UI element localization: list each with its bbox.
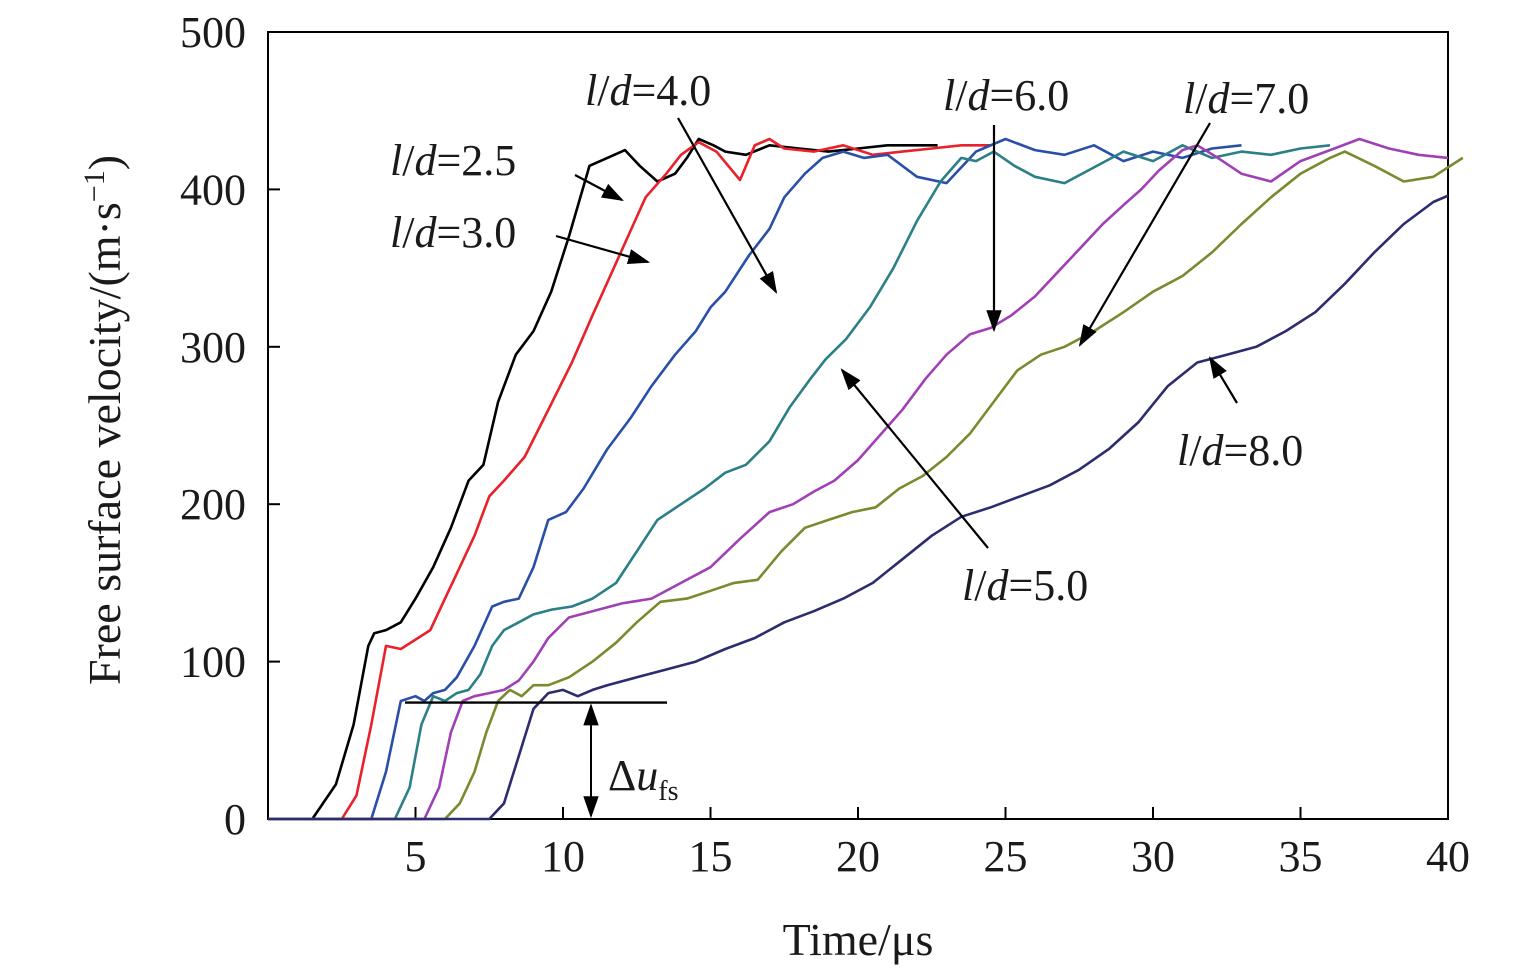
y-tick-label: 400: [180, 165, 246, 214]
label-sep: /: [597, 66, 610, 115]
y-tick-label: 100: [180, 638, 246, 687]
arrow-ld50: [840, 368, 989, 549]
series-line-l-d-2-5: [268, 137, 938, 821]
label-l: l: [1177, 426, 1189, 475]
curve-label-ld30: l/d=3.0: [390, 208, 516, 257]
curve-label-ld40: l/d=4.0: [585, 66, 711, 115]
curve-label-ld60: l/d=6.0: [943, 71, 1069, 120]
label-l: l: [390, 208, 402, 257]
x-tick-label: 35: [1279, 832, 1323, 881]
label-d: d: [414, 136, 437, 185]
series-line-l-d-3-0: [268, 137, 991, 821]
arrow-ld70: [1078, 122, 1211, 347]
y-axis-title-sup: −1: [78, 170, 111, 202]
x-tick-label: 40: [1426, 832, 1470, 881]
label-value: =5.0: [1008, 561, 1088, 610]
y-axis-title: Free surface velocity/(m·s−1): [78, 155, 130, 685]
arrow-ld25: [574, 174, 624, 202]
label-value: =3.0: [436, 208, 516, 257]
delta-u: u: [636, 751, 658, 800]
label-sep: /: [955, 71, 968, 120]
y-tick-label: 0: [224, 795, 246, 844]
x-axis: 5 10 15 20 25 30 35 40: [405, 807, 1470, 881]
label-d: d: [1207, 74, 1230, 123]
y-tick-label: 200: [180, 480, 246, 529]
label-value: =7.0: [1229, 74, 1309, 123]
label-d: d: [609, 66, 632, 115]
label-value: =2.5: [436, 136, 516, 185]
curve-label-ld70: l/d=7.0: [1183, 74, 1309, 123]
x-tick-label: 30: [1131, 832, 1175, 881]
label-d: d: [414, 208, 437, 257]
series-layer: [268, 137, 1464, 821]
x-tick-label: 15: [689, 832, 733, 881]
label-sep: /: [402, 208, 415, 257]
label-l: l: [390, 136, 402, 185]
y-axis: 0 100 200 300 400 500: [180, 8, 280, 844]
label-d: d: [986, 561, 1009, 610]
series-line-l-d-4-0: [268, 137, 1242, 821]
label-d: d: [967, 71, 990, 120]
series-line-l-d-7-0: [268, 150, 1464, 821]
label-l: l: [1183, 74, 1195, 123]
label-sep: /: [1189, 426, 1202, 475]
series-line-l-d-6-0: [268, 137, 1449, 821]
x-tick-label: 20: [836, 832, 880, 881]
label-sep: /: [1195, 74, 1208, 123]
label-value: =8.0: [1223, 426, 1303, 475]
label-value: =4.0: [631, 66, 711, 115]
series-line-l-d-8-0: [268, 194, 1449, 821]
label-l: l: [943, 71, 955, 120]
arrow-ld80: [1208, 356, 1238, 404]
arrow-ld40: [677, 117, 778, 294]
label-value: =6.0: [989, 71, 1069, 120]
label-sep: /: [402, 136, 415, 185]
curve-label-ld25: l/d=2.5: [390, 136, 516, 185]
curve-label-ld80: l/d=8.0: [1177, 426, 1303, 475]
arrow-ld30: [555, 234, 651, 265]
curve-label-ld50: l/d=5.0: [962, 561, 1088, 610]
series-line-l-d-5-0: [268, 144, 1331, 821]
label-l: l: [585, 66, 597, 115]
delta-symbol: Δ: [608, 751, 636, 800]
y-tick-label: 500: [180, 8, 246, 57]
x-tick-label: 5: [405, 832, 427, 881]
delta-u-label: Δufs: [608, 751, 679, 807]
annotation-layer: l/d=2.5l/d=3.0l/d=4.0l/d=5.0l/d=6.0 l/d=7…: [390, 66, 1309, 819]
x-tick-label: 25: [984, 832, 1028, 881]
label-l: l: [962, 561, 974, 610]
label-d: d: [1201, 426, 1224, 475]
x-tick-label: 10: [541, 832, 585, 881]
label-sep: /: [974, 561, 987, 610]
delta-sub: fs: [658, 776, 678, 807]
y-tick-label: 300: [180, 323, 246, 372]
x-axis-title: Time/μs: [783, 914, 934, 965]
